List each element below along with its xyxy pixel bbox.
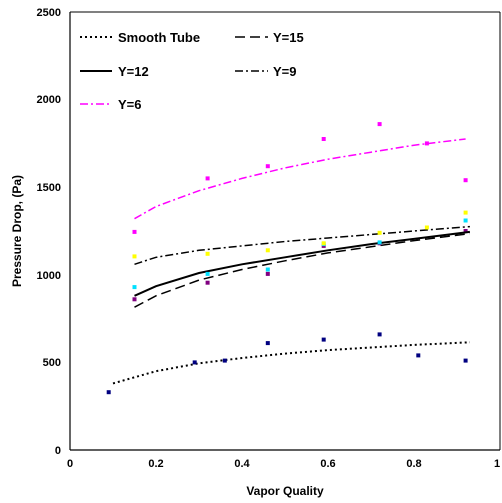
data-point-smooth-tube [464,359,468,363]
data-point-smooth-tube [193,360,197,364]
y-tick-label: 1500 [37,182,61,194]
x-tick-label: 1 [494,458,500,470]
data-point-y-9 [206,252,210,256]
legend-label-y15: Y=15 [273,30,304,45]
data-point-y-12 [464,219,468,223]
x-tick-label: 0.4 [234,458,250,470]
data-point-y-9 [464,211,468,215]
data-point-smooth-tube [107,390,111,394]
data-point-y-12 [378,240,382,244]
legend-label-y6: Y=6 [118,97,142,112]
y-tick-label: 2000 [37,94,61,106]
x-tick-label: 0.8 [406,458,421,470]
data-point-y-9 [378,231,382,235]
data-point-y-6 [206,176,210,180]
legend-label-y12: Y=12 [118,64,149,79]
data-point-y-12 [133,285,137,289]
data-point-y-6 [464,178,468,182]
data-point-y-6 [322,137,326,141]
data-point-y-12 [206,272,210,276]
data-point-y-15 [206,281,210,285]
data-point-y-9 [133,254,137,258]
data-point-y-12 [266,268,270,272]
y-tick-label: 1000 [37,270,61,282]
y-tick-label: 0 [55,445,61,457]
legend-label-y9: Y=9 [273,64,297,79]
data-point-smooth-tube [378,332,382,336]
data-point-y-15 [133,297,137,301]
data-point-y-15 [266,272,270,276]
data-point-y-6 [133,230,137,234]
y-tick-label: 500 [43,357,61,369]
data-point-y-6 [425,141,429,145]
data-point-y-6 [378,122,382,126]
data-point-y-6 [266,164,270,168]
data-point-smooth-tube [322,338,326,342]
data-point-y-9 [425,226,429,230]
y-tick-label: 2500 [37,7,61,19]
x-tick-label: 0 [67,458,73,470]
data-point-smooth-tube [416,353,420,357]
x-axis-title: Vapor Quality [246,484,324,498]
x-tick-label: 0.6 [320,458,335,470]
y-axis-title: Pressure Drop, (Pa) [10,175,24,287]
data-point-smooth-tube [266,341,270,345]
legend-label-smooth-tube: Smooth Tube [118,30,200,45]
data-point-y-9 [266,248,270,252]
x-tick-label: 0.2 [148,458,163,470]
data-point-y-9 [322,241,326,245]
data-point-smooth-tube [223,359,227,363]
